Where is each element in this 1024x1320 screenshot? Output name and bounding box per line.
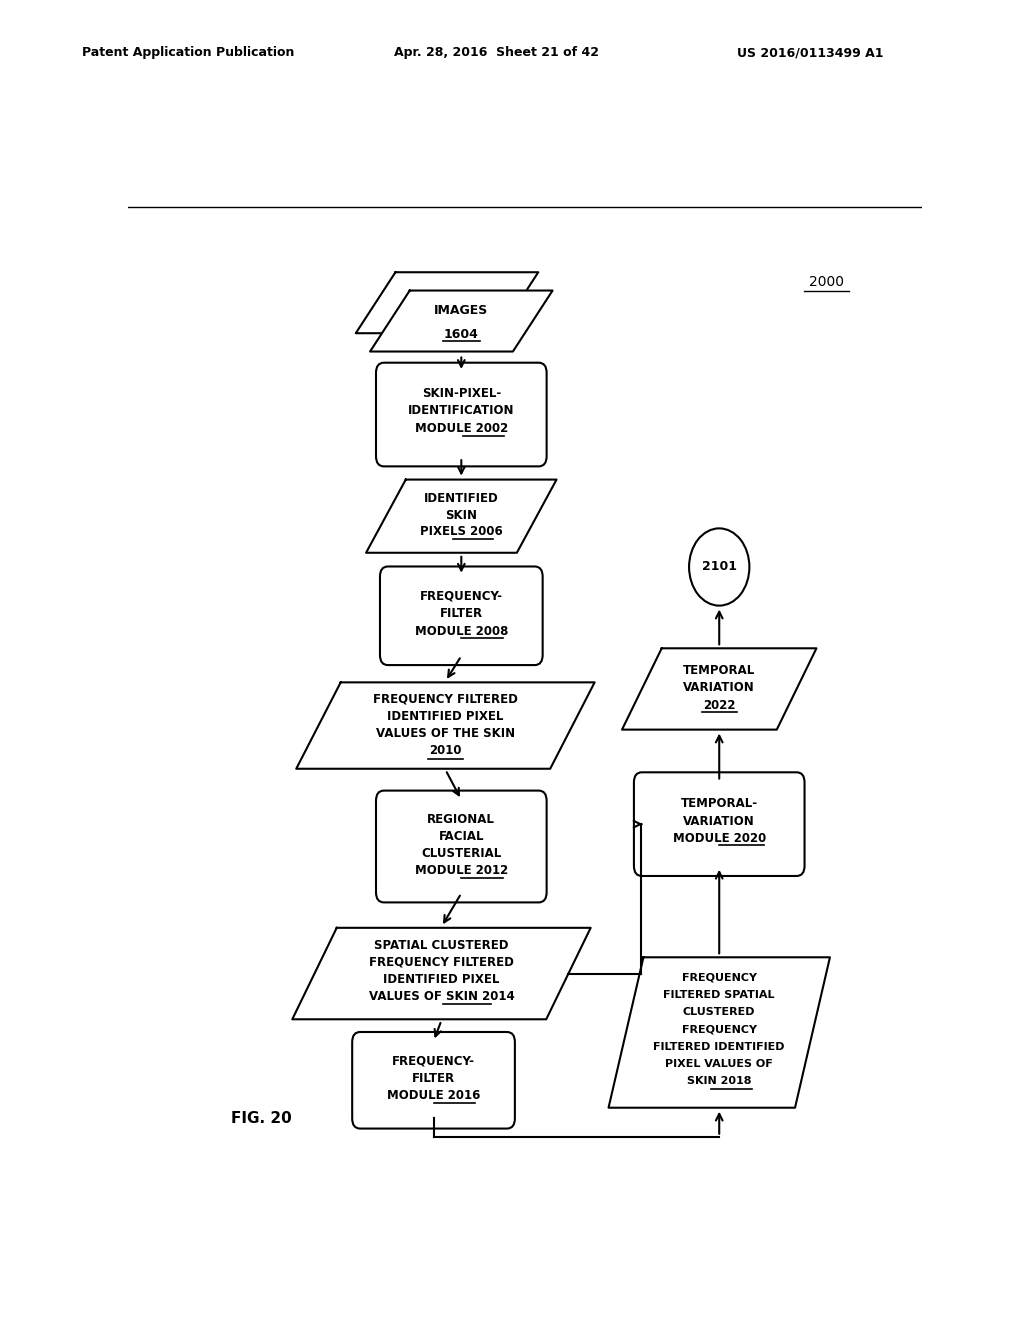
Polygon shape [355,272,539,333]
Text: CLUSTERIAL: CLUSTERIAL [421,847,502,861]
Text: 2000: 2000 [809,276,844,289]
Polygon shape [366,479,557,553]
Text: MODULE 2008: MODULE 2008 [415,624,508,638]
Text: FILTER: FILTER [439,607,483,620]
Polygon shape [370,290,553,351]
FancyBboxPatch shape [352,1032,515,1129]
Text: SPATIAL CLUSTERED: SPATIAL CLUSTERED [374,939,509,952]
Text: TEMPORAL-: TEMPORAL- [681,797,758,810]
Text: 2101: 2101 [701,561,736,573]
Text: MODULE 2020: MODULE 2020 [673,832,766,845]
Text: FREQUENCY-: FREQUENCY- [420,590,503,603]
Text: IDENTIFICATION: IDENTIFICATION [408,404,515,417]
Text: US 2016/0113499 A1: US 2016/0113499 A1 [737,46,884,59]
Text: CLUSTERED: CLUSTERED [683,1007,756,1018]
Text: SKIN: SKIN [445,508,477,521]
Polygon shape [292,928,591,1019]
Text: 1604: 1604 [443,327,479,341]
Text: IDENTIFIED: IDENTIFIED [424,492,499,506]
Text: MODULE 2002: MODULE 2002 [415,422,508,436]
Text: PIXEL VALUES OF: PIXEL VALUES OF [666,1059,773,1069]
Text: MODULE 2012: MODULE 2012 [415,865,508,878]
FancyBboxPatch shape [376,791,547,903]
Text: FILTERED IDENTIFIED: FILTERED IDENTIFIED [653,1041,785,1052]
Text: FREQUENCY FILTERED: FREQUENCY FILTERED [373,693,518,706]
Polygon shape [608,957,829,1107]
Text: FILTER: FILTER [412,1072,455,1085]
Text: REGIONAL: REGIONAL [427,813,496,825]
Text: FREQUENCY FILTERED: FREQUENCY FILTERED [369,956,514,969]
Text: SKIN-PIXEL-: SKIN-PIXEL- [422,387,501,400]
Text: VALUES OF THE SKIN: VALUES OF THE SKIN [376,727,515,741]
FancyBboxPatch shape [376,363,547,466]
FancyBboxPatch shape [634,772,805,876]
Text: SKIN 2018: SKIN 2018 [687,1076,752,1086]
Text: MODULE 2016: MODULE 2016 [387,1089,480,1102]
Text: IDENTIFIED PIXEL: IDENTIFIED PIXEL [387,710,504,723]
Text: IMAGES: IMAGES [434,305,488,317]
Polygon shape [622,648,816,730]
Text: FACIAL: FACIAL [438,830,484,843]
Text: FREQUENCY: FREQUENCY [682,1024,757,1035]
FancyBboxPatch shape [380,566,543,665]
Text: FIG. 20: FIG. 20 [231,1111,292,1126]
Text: 2010: 2010 [429,744,462,758]
Polygon shape [296,682,595,768]
Text: IDENTIFIED PIXEL: IDENTIFIED PIXEL [383,973,500,986]
Text: PIXELS 2006: PIXELS 2006 [420,525,503,539]
Text: FREQUENCY-: FREQUENCY- [392,1055,475,1068]
Text: Patent Application Publication: Patent Application Publication [82,46,294,59]
Text: VARIATION: VARIATION [683,814,755,828]
Text: FREQUENCY: FREQUENCY [682,973,757,982]
Text: 2022: 2022 [703,698,735,711]
Text: VARIATION: VARIATION [683,681,755,694]
Text: Apr. 28, 2016  Sheet 21 of 42: Apr. 28, 2016 Sheet 21 of 42 [394,46,599,59]
Text: FILTERED SPATIAL: FILTERED SPATIAL [664,990,775,999]
Text: VALUES OF SKIN 2014: VALUES OF SKIN 2014 [369,990,514,1003]
Text: TEMPORAL: TEMPORAL [683,664,756,677]
Circle shape [689,528,750,606]
